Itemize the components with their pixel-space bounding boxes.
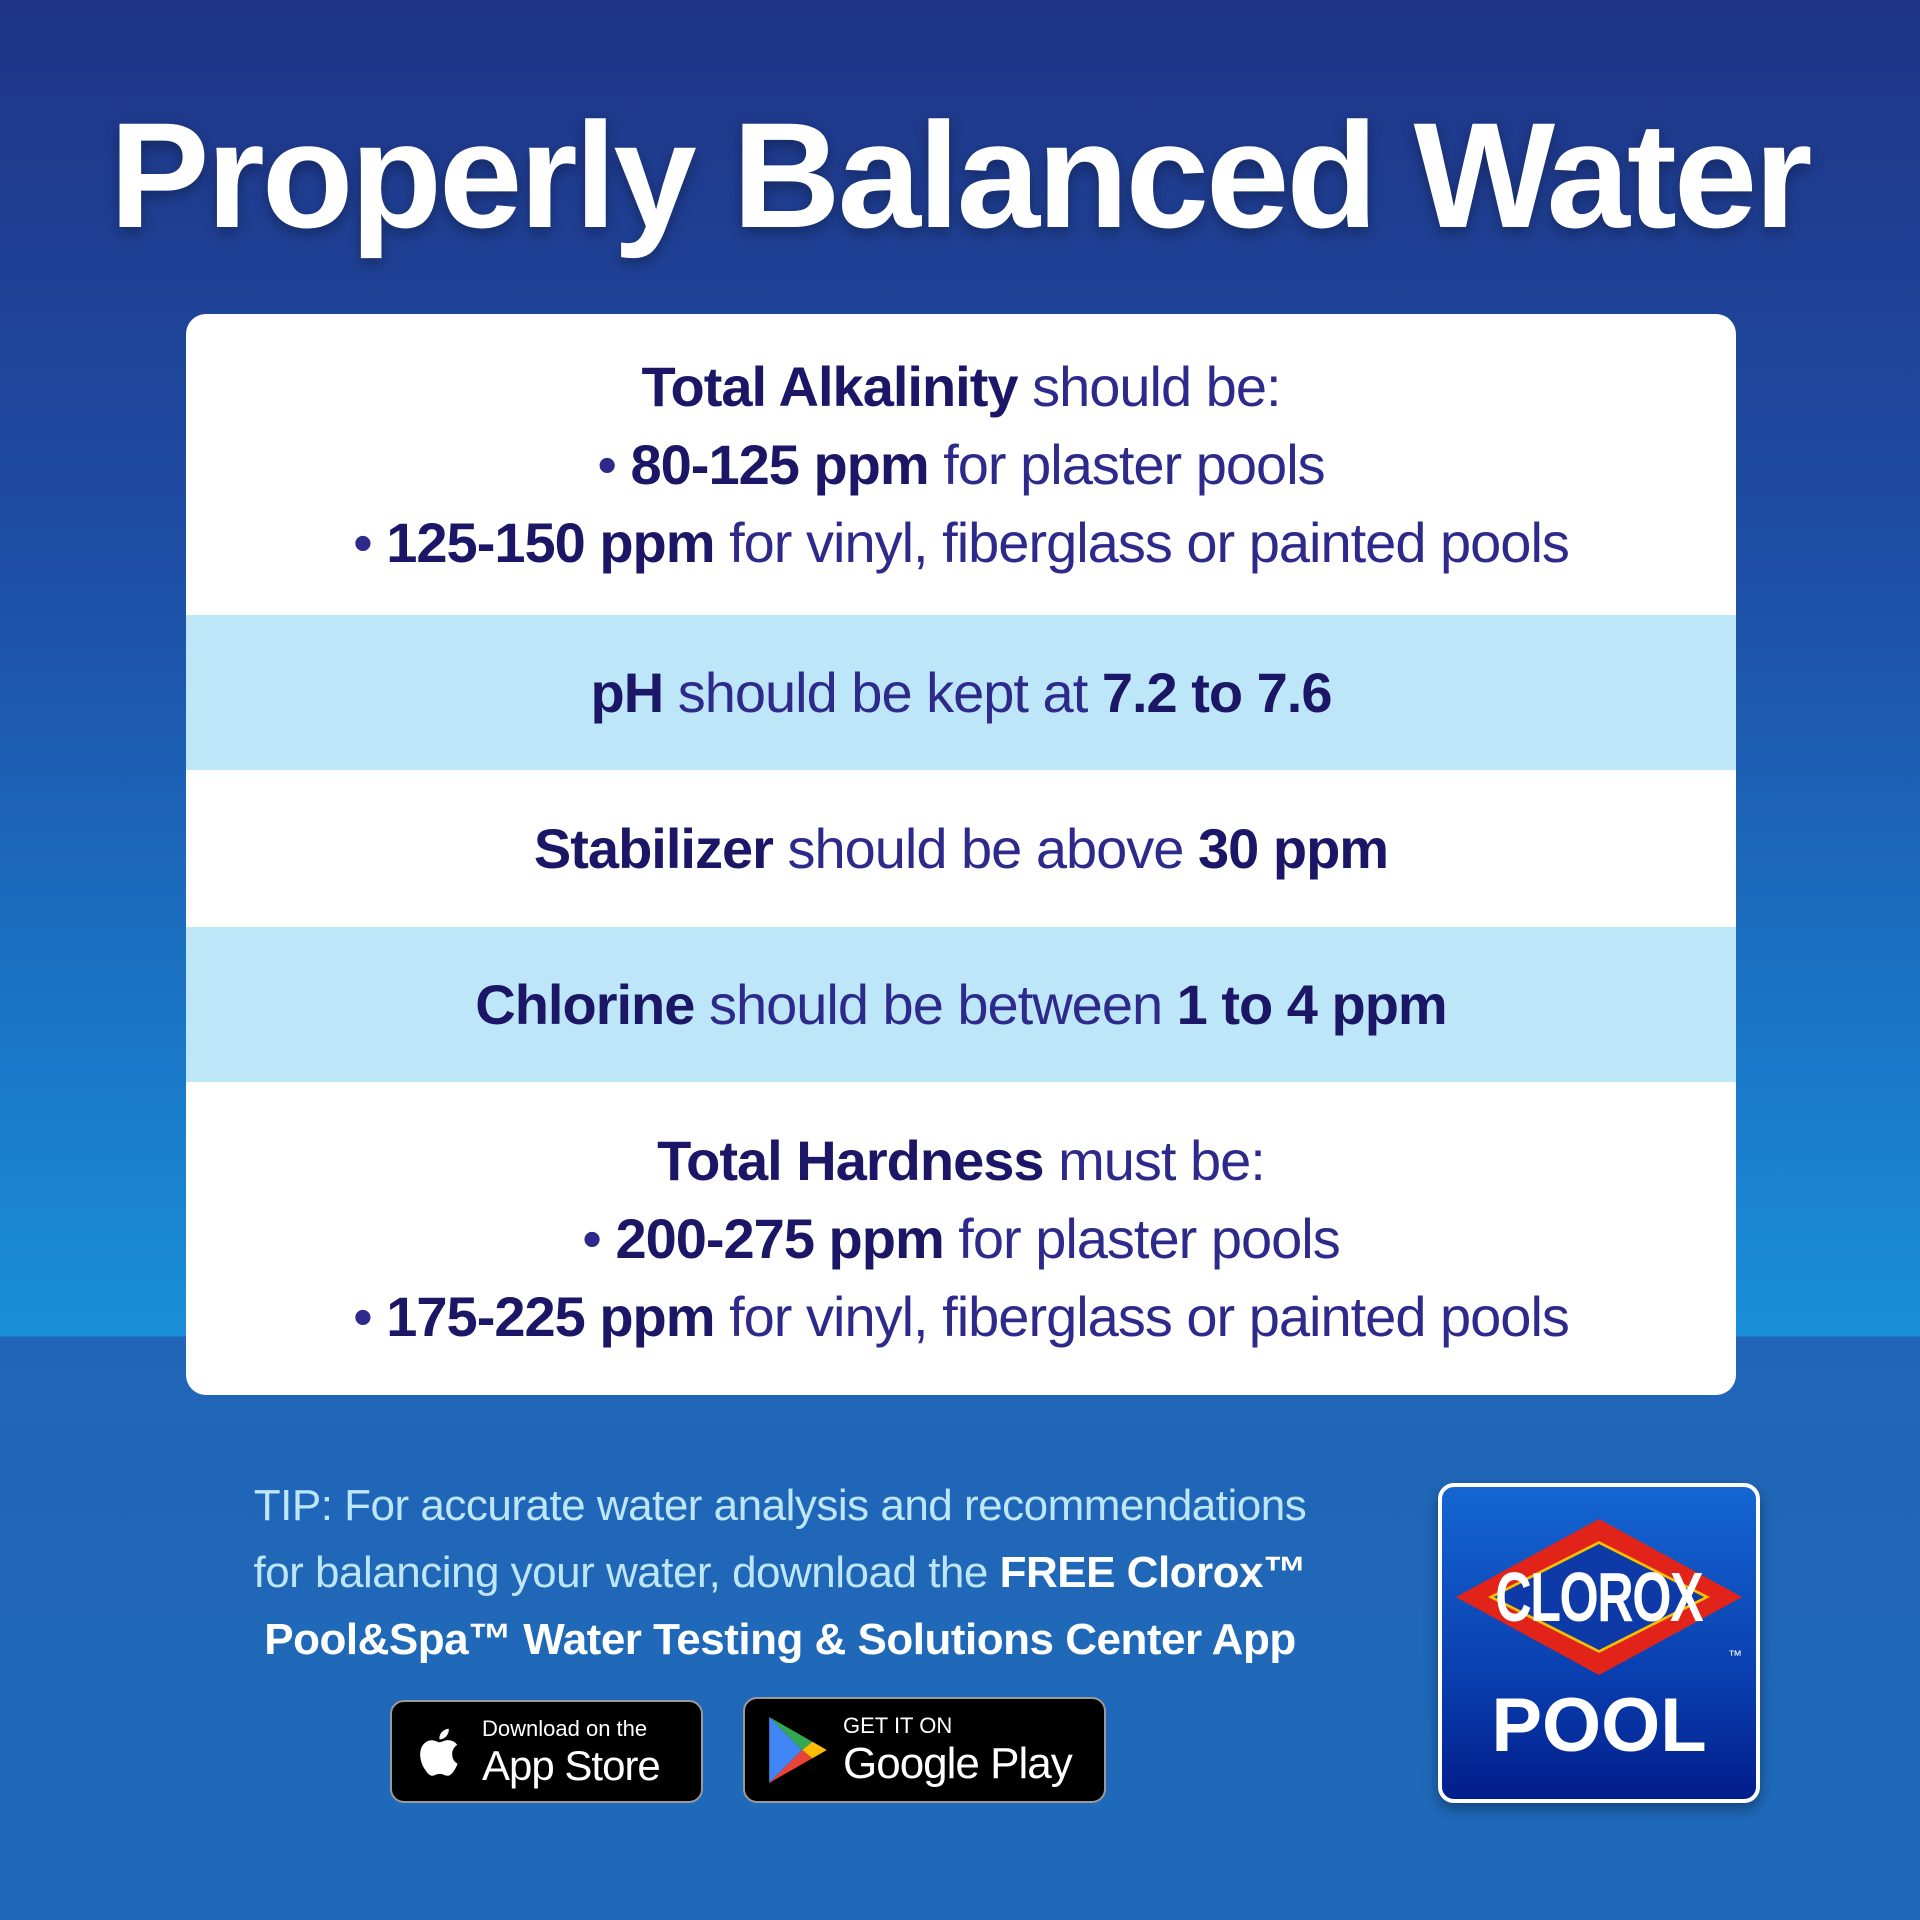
value: 30 ppm <box>1198 816 1389 880</box>
stabilizer-row: Stabilizer should be above 30 ppm <box>186 770 1736 927</box>
value: 80-125 ppm <box>630 432 930 496</box>
chlorine-row: Chlorine should be between 1 to 4 ppm <box>186 927 1736 1082</box>
clorox-diamond-icon <box>1456 1519 1742 1675</box>
text: should be: <box>1017 354 1281 418</box>
apple-icon <box>420 1728 458 1776</box>
value: 1 to 4 ppm <box>1176 972 1448 1036</box>
text: should be above <box>772 816 1199 880</box>
text: should be between <box>694 972 1177 1036</box>
label: Chlorine <box>475 972 695 1036</box>
value: 200-275 ppm <box>615 1206 944 1270</box>
label: Stabilizer <box>533 816 774 880</box>
logo-product: POOL <box>1491 1683 1707 1768</box>
logo-tm: ™ <box>1728 1647 1742 1663</box>
app-store-small: Download on the <box>482 1715 648 1741</box>
app-store-label: App Store <box>482 1741 661 1789</box>
tip-bold: Pool&Spa™ Water Testing & Solutions Cent… <box>264 1615 1296 1664</box>
value: 125-150 ppm <box>386 510 715 574</box>
alkalinity-row: Total Alkalinity should be: • 80-125 ppm… <box>353 354 1570 574</box>
title-area: Properly Balanced Water <box>0 80 1920 270</box>
value: 175-225 ppm <box>386 1284 715 1348</box>
label: Total Hardness <box>657 1128 1044 1192</box>
text: must be: <box>1043 1128 1266 1192</box>
ph-row: pH should be kept at 7.2 to 7.6 <box>186 615 1736 770</box>
text: should be kept at <box>663 660 1102 724</box>
tip-bold: FREE Clorox™ <box>999 1548 1307 1597</box>
google-play-small: GET IT ON <box>843 1713 953 1738</box>
google-play-icon <box>769 1717 827 1783</box>
text: for plaster pools <box>943 1206 1340 1270</box>
google-play-label: Google Play <box>843 1739 1073 1788</box>
logo-brand: CLOROX <box>1495 1558 1704 1636</box>
page-title: Properly Balanced Water <box>109 91 1813 259</box>
app-store-button[interactable]: Download on the App Store <box>390 1700 703 1803</box>
tip-text: TIP: For accurate water analysis and rec… <box>140 1472 1420 1673</box>
value: 7.2 to 7.6 <box>1101 660 1333 724</box>
text: for vinyl, fiberglass or painted pools <box>714 1284 1570 1348</box>
tip-line: for balancing your water, download the <box>253 1548 1000 1597</box>
clorox-pool-logo: CLOROX ™ POOL <box>1438 1483 1760 1803</box>
tip-line: TIP: For accurate water analysis and rec… <box>253 1481 1307 1530</box>
text: for vinyl, fiberglass or painted pools <box>714 510 1570 574</box>
hardness-row: Total Hardness must be: • 200-275 ppm fo… <box>353 1128 1570 1348</box>
label: pH <box>590 660 665 724</box>
water-balance-card: Total Alkalinity should be: • 80-125 ppm… <box>186 314 1736 1395</box>
text: for plaster pools <box>928 432 1325 496</box>
google-play-button[interactable]: GET IT ON Google Play <box>743 1697 1106 1803</box>
label: Total Alkalinity <box>641 354 1018 418</box>
